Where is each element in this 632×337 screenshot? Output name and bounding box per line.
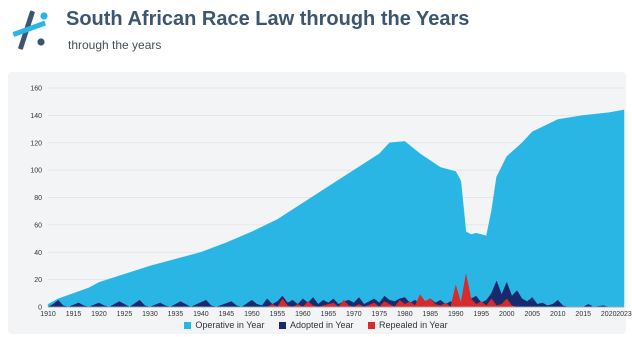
adopted-layer [47, 280, 625, 308]
legend-swatch-adopted [278, 321, 286, 329]
x-tick-label-1975: 1975 [372, 311, 388, 318]
x-tick-label-1930: 1930 [142, 311, 158, 318]
logo-dot-top [40, 12, 48, 20]
x-tick-label-1955: 1955 [270, 311, 286, 318]
legend-label-operative: Operative in Year [195, 320, 265, 330]
x-tick-label-1945: 1945 [219, 311, 235, 318]
y-tick-label-100: 100 [30, 168, 42, 175]
y-tick-label-140: 140 [30, 113, 42, 120]
x-tick-label-2020: 2020 [601, 311, 617, 318]
x-tick-label-1935: 1935 [168, 311, 184, 318]
x-tick-label-1940: 1940 [193, 311, 209, 318]
chart-legend: Operative in Year Adopted in Year Repeal… [0, 320, 632, 331]
x-tick-label-1925: 1925 [117, 311, 133, 318]
legend-swatch-repealed [368, 321, 376, 329]
y-tick-label-20: 20 [34, 277, 42, 284]
x-tick-label-1915: 1915 [66, 311, 82, 318]
series-area-operative [47, 109, 625, 308]
y-tick-label-60: 60 [34, 222, 42, 229]
y-tick-label-0: 0 [38, 305, 42, 312]
x-tick-label-1970: 1970 [346, 311, 362, 318]
x-tick-label-2010: 2010 [550, 311, 566, 318]
series-area-adopted [47, 280, 625, 308]
series-area-repealed [266, 273, 518, 308]
y-tick-label-160: 160 [30, 86, 42, 93]
logo-dot-bottom [37, 38, 45, 46]
x-tick-label-2005: 2005 [524, 311, 540, 318]
operative-layer [47, 109, 625, 308]
y-tick-label-120: 120 [30, 140, 42, 147]
x-tick-label-1995: 1995 [473, 311, 489, 318]
legend-item-repealed: Repealed in Year [368, 320, 448, 330]
x-tick-label-2000: 2000 [499, 311, 515, 318]
x-tick-label-1990: 1990 [448, 311, 464, 318]
x-tick-label-1980: 1980 [397, 311, 413, 318]
y-tick-label-40: 40 [34, 250, 42, 257]
legend-label-adopted: Adopted in Year [289, 320, 354, 330]
axis-layer: 0 20 40 60 80 100 120 140 160 1910 1915 1920 1925 193… [30, 86, 632, 319]
legend-item-adopted: Adopted in Year [278, 320, 354, 330]
legend-swatch-operative [184, 321, 192, 329]
logo-cross-shape [12, 20, 46, 37]
logo-icon [12, 10, 48, 50]
repealed-layer [266, 273, 518, 308]
legend-item-operative: Operative in Year [184, 320, 264, 330]
x-tick-label-1920: 1920 [91, 311, 107, 318]
page-subtitle: through the years [68, 38, 162, 52]
x-tick-label-1950: 1950 [244, 311, 260, 318]
x-tick-label-2023: 2023 [616, 311, 632, 318]
x-tick-label-1985: 1985 [423, 311, 439, 318]
x-tick-label-2015: 2015 [575, 311, 591, 318]
page-title: South African Race Law through the Years [66, 8, 470, 30]
x-tick-label-1910: 1910 [40, 311, 56, 318]
x-tick-label-1965: 1965 [321, 311, 337, 318]
x-tick-label-1960: 1960 [295, 311, 311, 318]
y-tick-label-80: 80 [34, 195, 42, 202]
legend-label-repealed: Repealed in Year [379, 320, 448, 330]
